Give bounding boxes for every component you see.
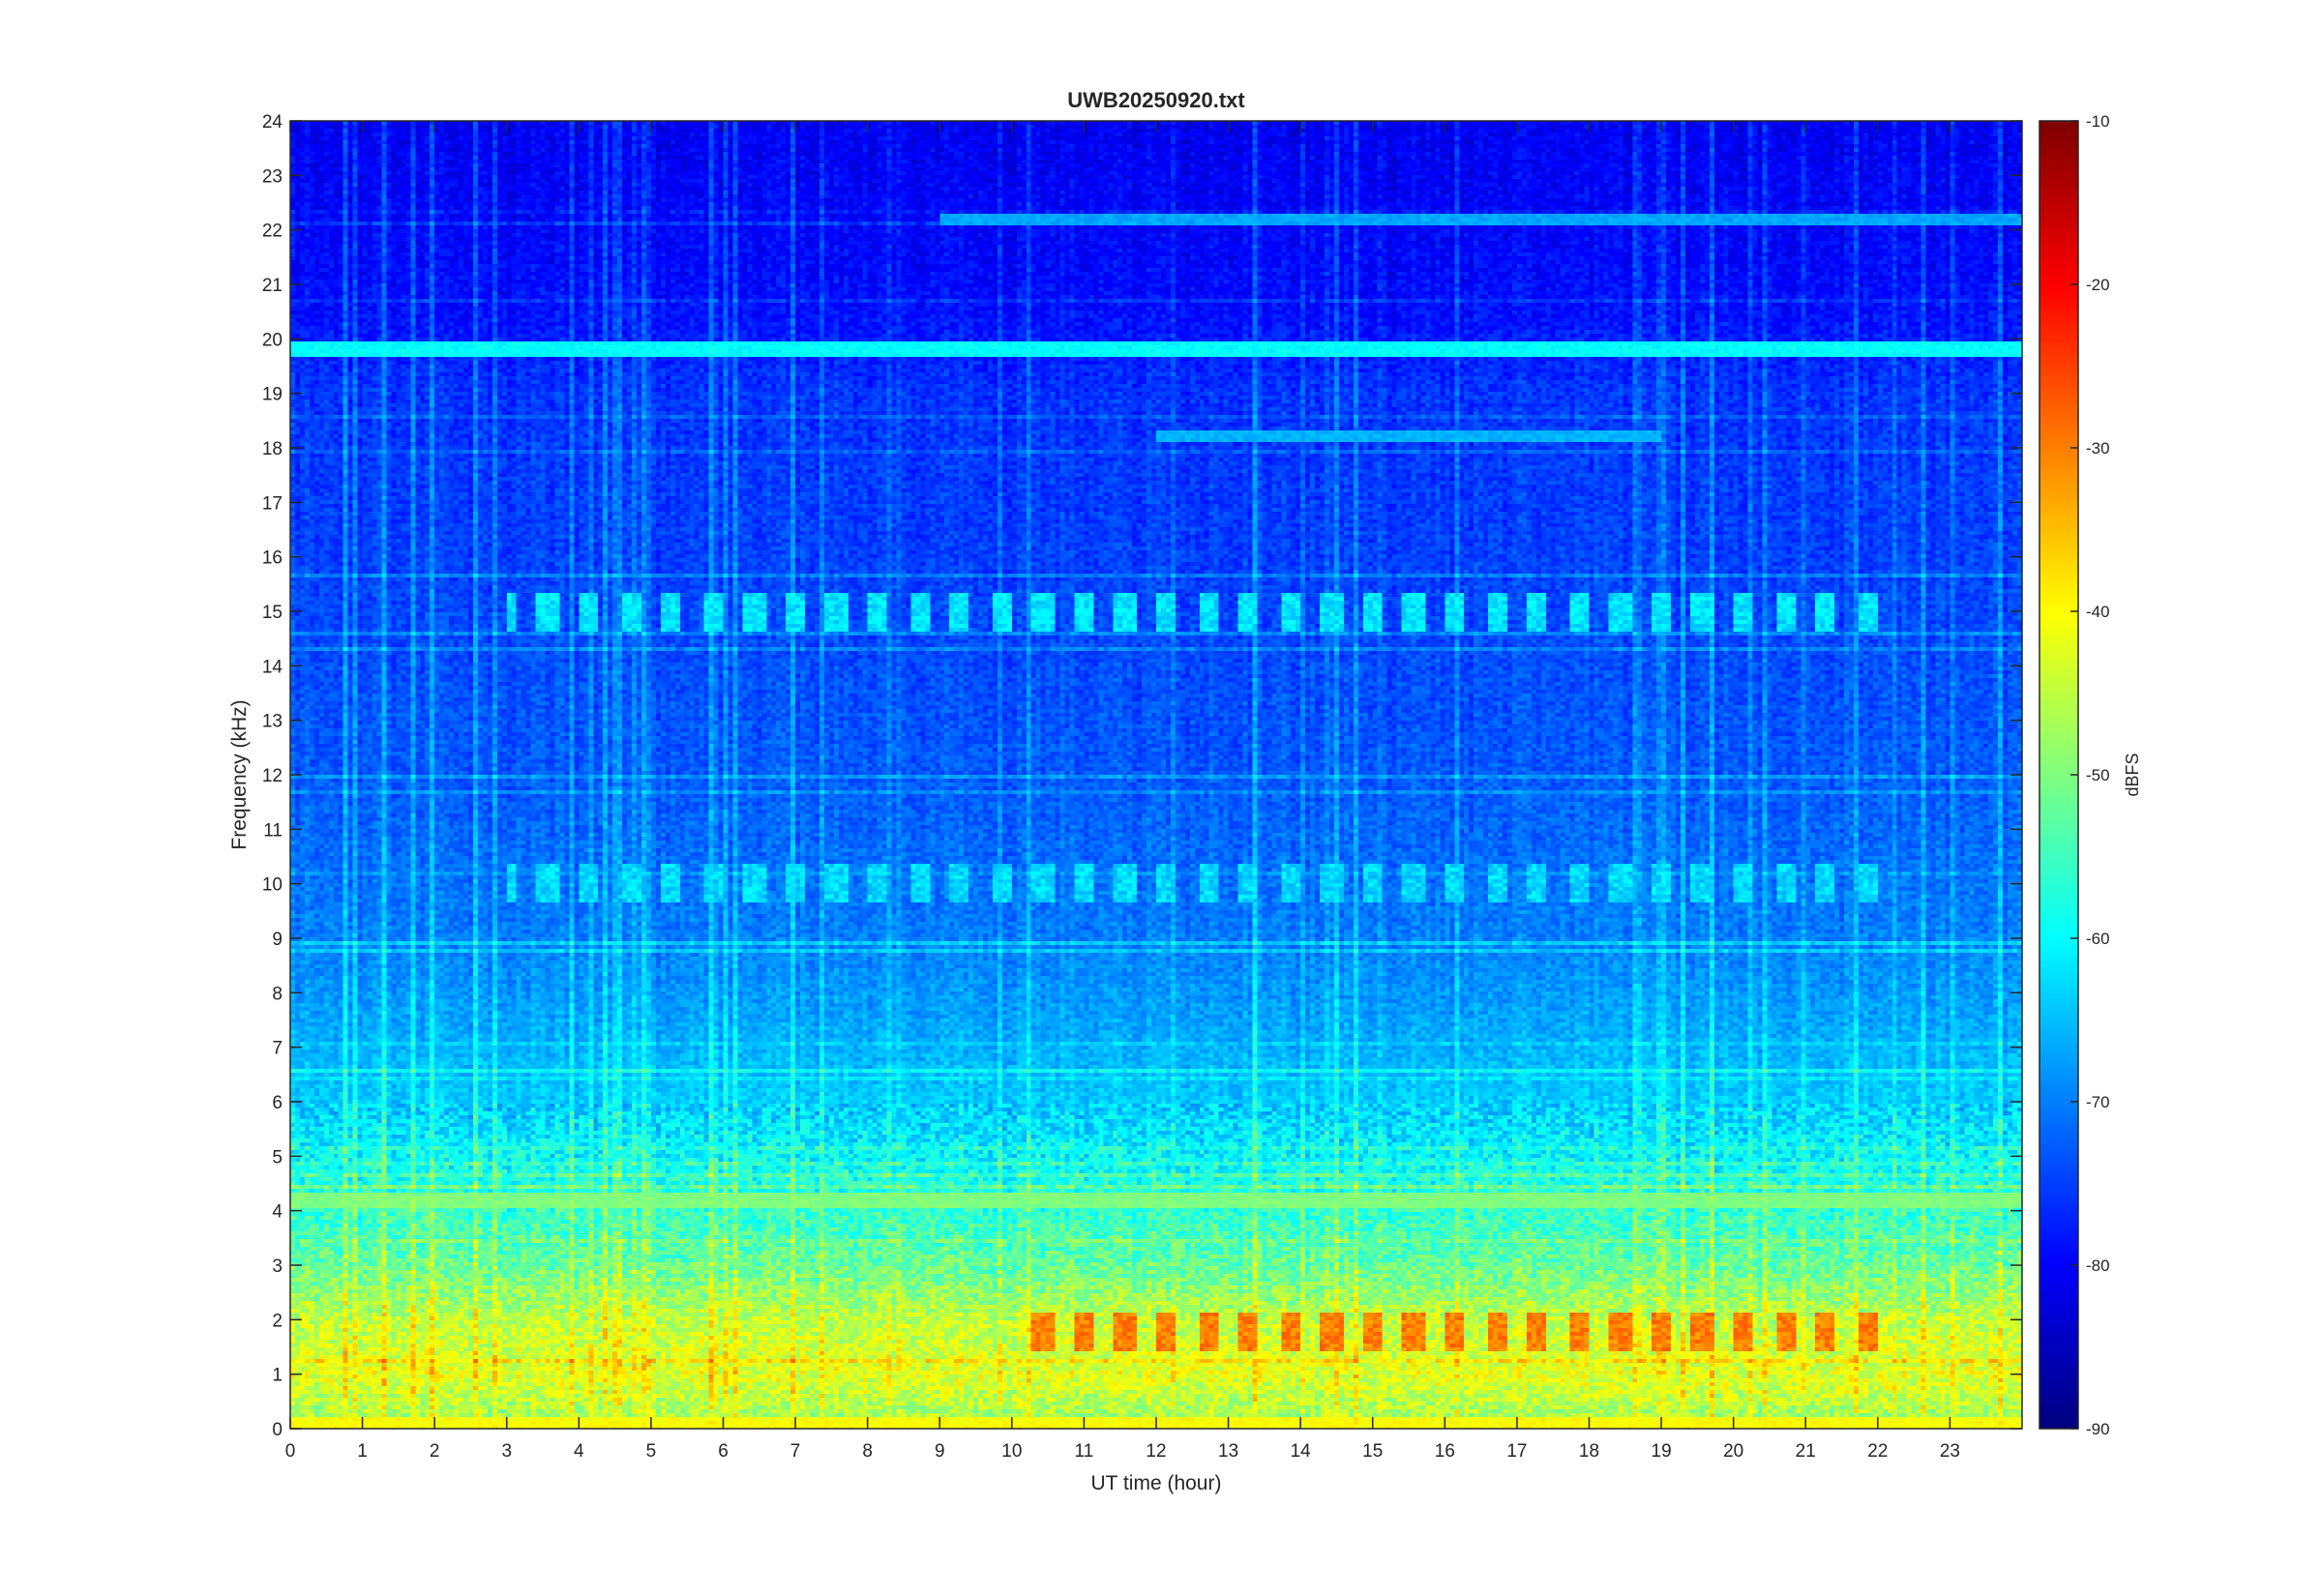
y-tick-label: 7 [272,1039,283,1059]
y-tick-label: 0 [272,1420,283,1440]
x-tick-label: 22 [1867,1441,1888,1462]
y-tick-label: 6 [272,1093,283,1113]
chart-title: UWB20250920.txt [1067,88,1245,112]
colorbar-label: dBFS [2123,753,2142,796]
y-tick-label: 12 [262,766,283,786]
colorbar-tick-label: -60 [2086,930,2110,948]
y-tick-label: 18 [262,439,283,459]
x-axis-label: UT time (hour) [1091,1472,1222,1494]
x-tick-label: 1 [357,1441,368,1462]
x-tick-label: 16 [1435,1441,1455,1462]
x-tick-label: 15 [1362,1441,1383,1462]
y-tick-label: 24 [262,112,283,133]
x-tick-label: 11 [1075,1441,1094,1462]
colorbar-tick-label: -40 [2086,603,2110,621]
y-tick-label: 22 [262,222,283,242]
y-tick-label: 8 [272,984,283,1004]
y-tick-label: 9 [272,930,283,950]
x-tick-label: 4 [574,1441,584,1462]
x-tick-label: 9 [935,1441,945,1462]
y-tick-label: 17 [262,493,283,514]
colorbar-tick-label: -50 [2086,766,2110,784]
x-tick-label: 20 [1723,1441,1743,1462]
x-tick-label: 5 [646,1441,657,1462]
y-tick-label: 13 [262,712,283,732]
y-tick-label: 2 [272,1311,283,1331]
x-tick-label: 12 [1146,1441,1166,1462]
y-tick-label: 11 [263,820,283,841]
y-tick-label: 5 [272,1147,283,1167]
colorbar-tick-label: -80 [2086,1256,2110,1275]
y-tick-label: 1 [272,1366,283,1386]
x-axis-ticks: 0 1 2 3 4 5 6 7 8 9 10 11 12 13 14 15 16 17 18 19 20 21 22 23 [285,121,1960,1462]
y-tick-label: 10 [262,875,283,896]
x-tick-label: 19 [1652,1441,1672,1462]
x-tick-label: 17 [1506,1441,1527,1462]
plot-frame [289,120,2023,1430]
colorbar-tick-label: -30 [2086,439,2110,458]
colorbar-tick-label: -70 [2086,1093,2110,1111]
y-tick-label: 4 [272,1202,283,1223]
x-tick-label: 6 [718,1441,729,1462]
x-tick-label: 7 [790,1441,801,1462]
y-tick-label: 3 [272,1256,283,1277]
y-axis-label: Frequency (kHz) [228,699,251,849]
y-tick-label: 21 [262,276,283,296]
x-tick-label: 18 [1579,1441,1599,1462]
x-tick-label: 0 [285,1441,296,1462]
colorbar-ticks: -90 -80 -70 -60 -50 -40 -30 -20 -10 [2070,112,2110,1438]
y-tick-label: 23 [262,166,283,187]
colorbar-tick-label: -90 [2086,1420,2110,1438]
colorbar-tick-label: -20 [2086,276,2110,294]
x-tick-label: 8 [862,1441,873,1462]
x-tick-label: 3 [501,1441,512,1462]
x-tick-label: 13 [1218,1441,1238,1462]
colorbar-tick-label: -10 [2086,112,2110,131]
spectrogram-image [290,121,2022,1429]
x-tick-label: 14 [1291,1441,1312,1462]
x-tick-label: 23 [1940,1441,1960,1462]
y-tick-label: 20 [262,330,283,350]
x-tick-label: 21 [1796,1441,1816,1462]
y-tick-label: 16 [262,548,283,569]
y-tick-label: 15 [262,603,283,623]
x-tick-label: 10 [1001,1441,1022,1462]
y-tick-label: 19 [262,385,283,405]
x-tick-label: 2 [430,1441,440,1462]
y-tick-label: 14 [262,657,283,677]
